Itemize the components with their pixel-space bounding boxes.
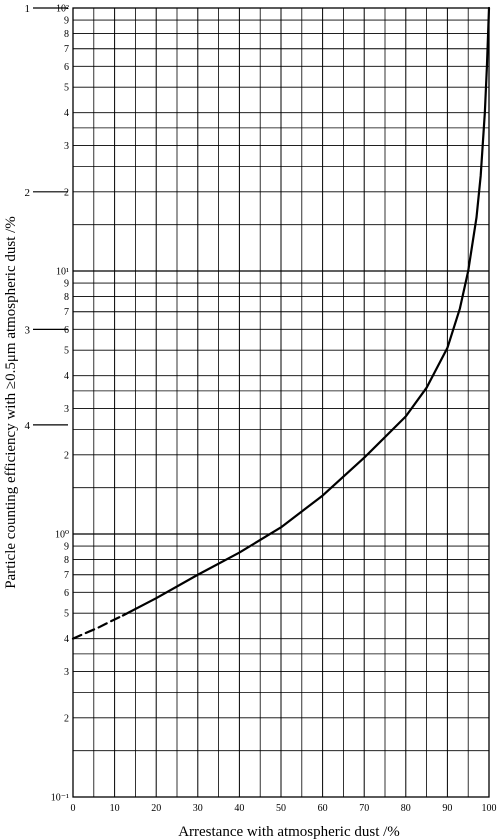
y-tick-label: 4 bbox=[64, 371, 69, 382]
x-tick-label: 100 bbox=[482, 803, 497, 814]
x-tick-label: 70 bbox=[359, 803, 369, 814]
grid bbox=[73, 8, 489, 797]
x-tick-label: 10 bbox=[110, 803, 120, 814]
y-tick-label: 5 bbox=[64, 346, 69, 357]
y-tick-label: 9 bbox=[64, 542, 69, 553]
y-tick-label: 5 bbox=[64, 83, 69, 94]
x-tick-labels: 0 10 20 30 40 50 60 70 80 90 100 bbox=[71, 803, 497, 814]
marker-label: 2 bbox=[25, 187, 31, 199]
y-axis-label: Particle counting efficiency with ≥0.5μm… bbox=[3, 216, 19, 589]
y-tick-label: 8 bbox=[64, 555, 69, 566]
y-tick-label: 7 bbox=[64, 570, 69, 581]
x-tick-label: 80 bbox=[401, 803, 411, 814]
y-tick-label: 10¹ bbox=[56, 267, 69, 278]
y-tick-label: 7 bbox=[64, 44, 69, 55]
y-tick-label: 2 bbox=[64, 187, 69, 198]
curve-solid-segment bbox=[121, 6, 491, 617]
y-tick-label: 4 bbox=[64, 634, 69, 645]
y-tick-label: 6 bbox=[64, 62, 69, 73]
y-tick-label: 3 bbox=[64, 141, 69, 152]
curve-dashed-segment bbox=[71, 614, 125, 640]
y-tick-label: 9 bbox=[64, 279, 69, 290]
series-curve bbox=[71, 6, 491, 640]
curve-markers: 1 2 3 4 bbox=[25, 3, 68, 432]
y-tick-label: 9 bbox=[64, 16, 69, 27]
x-tick-label: 20 bbox=[151, 803, 161, 814]
y-tick-label: 2 bbox=[64, 713, 69, 724]
y-tick-label: 7 bbox=[64, 307, 69, 318]
plot-frame bbox=[72, 7, 490, 798]
y-tick-label: 10⁻¹ bbox=[51, 793, 69, 804]
x-tick-label: 90 bbox=[442, 803, 452, 814]
x-tick-label: 40 bbox=[234, 803, 244, 814]
x-tick-label: 0 bbox=[71, 803, 76, 814]
x-tick-label: 50 bbox=[276, 803, 286, 814]
y-tick-label: 6 bbox=[64, 325, 69, 336]
marker-label: 4 bbox=[25, 420, 31, 432]
y-tick-label: 10⁰ bbox=[55, 530, 69, 541]
y-tick-label: 3 bbox=[64, 404, 69, 415]
marker-label: 3 bbox=[25, 324, 31, 336]
y-tick-label: 3 bbox=[64, 667, 69, 678]
x-tick-label: 60 bbox=[318, 803, 328, 814]
y-tick-label: 10² bbox=[56, 4, 69, 15]
y-tick-label: 8 bbox=[64, 292, 69, 303]
y-tick-label: 6 bbox=[64, 588, 69, 599]
y-tick-label: 4 bbox=[64, 108, 69, 119]
marker-label: 1 bbox=[25, 3, 31, 15]
x-tick-label: 30 bbox=[193, 803, 203, 814]
x-axis-label: Arrestance with atmospheric dust /% bbox=[178, 824, 400, 840]
y-tick-label: 2 bbox=[64, 450, 69, 461]
y-tick-label: 8 bbox=[64, 29, 69, 40]
y-tick-label: 5 bbox=[64, 609, 69, 620]
